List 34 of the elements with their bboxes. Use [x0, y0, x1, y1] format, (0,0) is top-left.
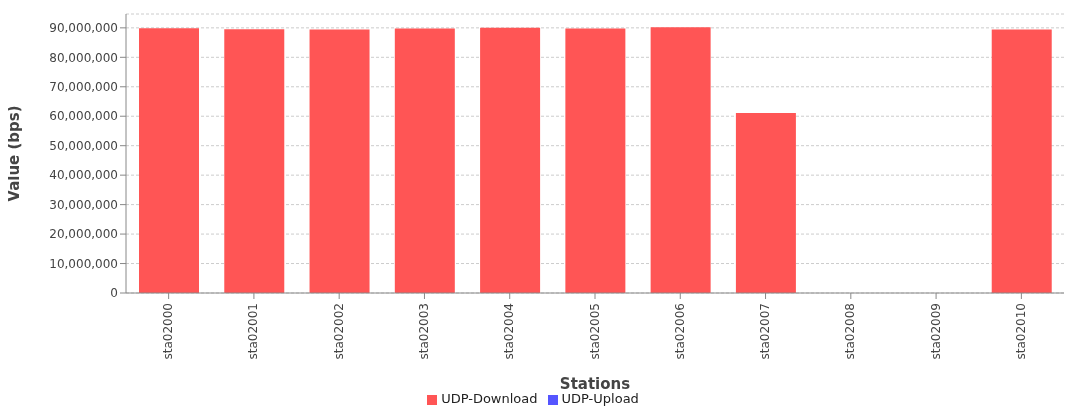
x-tick-label: sta02004: [502, 303, 517, 360]
x-tick-label: sta02000: [161, 303, 176, 360]
x-tick-label: sta02005: [587, 303, 602, 360]
legend-label: UDP-Upload: [561, 391, 639, 406]
bar: [394, 28, 455, 293]
bar: [309, 29, 370, 293]
legend-label: UDP-Download: [441, 391, 538, 406]
x-tick-label: sta02008: [843, 303, 858, 360]
x-tick-label: sta02002: [331, 303, 346, 360]
x-axis-title: Stations: [559, 375, 631, 393]
y-tick-label: 40,000,000: [49, 168, 118, 183]
bar: [224, 29, 285, 293]
bar: [139, 28, 199, 293]
bar: [650, 27, 711, 293]
x-tick-label: sta02010: [1013, 303, 1028, 360]
bar: [480, 27, 541, 293]
bar: [991, 29, 1052, 293]
x-tick-label: sta02006: [672, 303, 687, 360]
x-tick-label: sta02003: [416, 303, 431, 360]
bar: [565, 28, 626, 293]
y-tick-label: 10,000,000: [49, 256, 118, 271]
x-tick-label: sta02009: [928, 303, 943, 360]
y-tick-label: 90,000,000: [49, 21, 118, 36]
y-tick-label: 80,000,000: [49, 50, 118, 65]
y-tick-label: 70,000,000: [49, 80, 118, 95]
y-tick-label: 0: [110, 286, 118, 301]
y-tick-label: 30,000,000: [49, 197, 118, 212]
y-tick-label: 60,000,000: [49, 109, 118, 124]
y-axis-title: Value (bps): [5, 105, 24, 202]
x-tick-label: sta02001: [246, 303, 261, 360]
y-tick-label: 50,000,000: [49, 138, 118, 153]
bar: [735, 112, 796, 293]
x-tick-label: sta02007: [758, 303, 773, 360]
y-tick-label: 20,000,000: [49, 227, 118, 242]
